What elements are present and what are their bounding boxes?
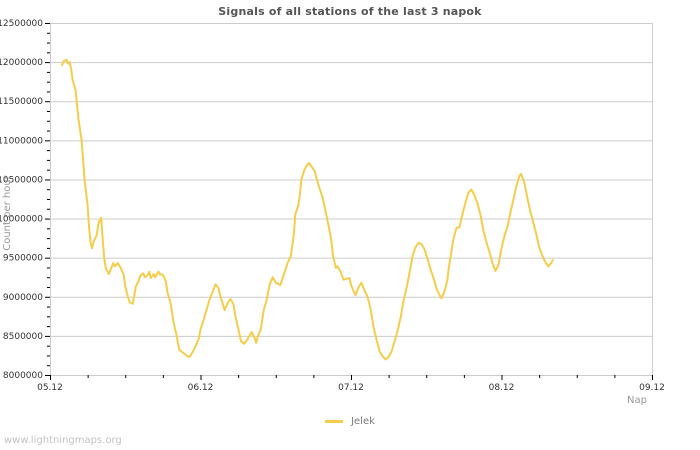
x-tick-label: 07.12 bbox=[338, 383, 364, 393]
chart-title: Signals of all stations of the last 3 na… bbox=[218, 5, 482, 18]
x-tick-label: 05.12 bbox=[37, 383, 63, 393]
y-tick-label: 9500000 bbox=[3, 254, 43, 264]
plot-border bbox=[50, 23, 653, 376]
series-line-jelek bbox=[61, 58, 554, 361]
y-tick-label: 9000000 bbox=[3, 293, 43, 303]
y-tick-label: 8500000 bbox=[3, 332, 43, 342]
y-axis-title: Count per hour bbox=[2, 174, 13, 250]
legend-line-swatch bbox=[325, 419, 344, 423]
y-tick-label: 10500000 bbox=[0, 175, 43, 185]
x-tick-label: 08.12 bbox=[489, 383, 515, 393]
y-tick-label: 8000000 bbox=[3, 371, 43, 381]
watermark-text: www.lightningmaps.org bbox=[4, 435, 122, 446]
y-tick-label: 12000000 bbox=[0, 58, 43, 68]
x-tick-label: 09.12 bbox=[639, 383, 665, 393]
y-tick-label: 11000000 bbox=[0, 136, 43, 146]
legend: Jelek bbox=[0, 414, 700, 428]
x-tick-label: 06.12 bbox=[188, 383, 214, 393]
y-tick-label: 12500000 bbox=[0, 19, 43, 29]
y-tick-label: 11500000 bbox=[0, 97, 43, 107]
x-axis-title: Nap bbox=[627, 395, 647, 406]
y-tick-label: 10000000 bbox=[0, 215, 43, 225]
legend-label: Jelek bbox=[351, 415, 375, 427]
